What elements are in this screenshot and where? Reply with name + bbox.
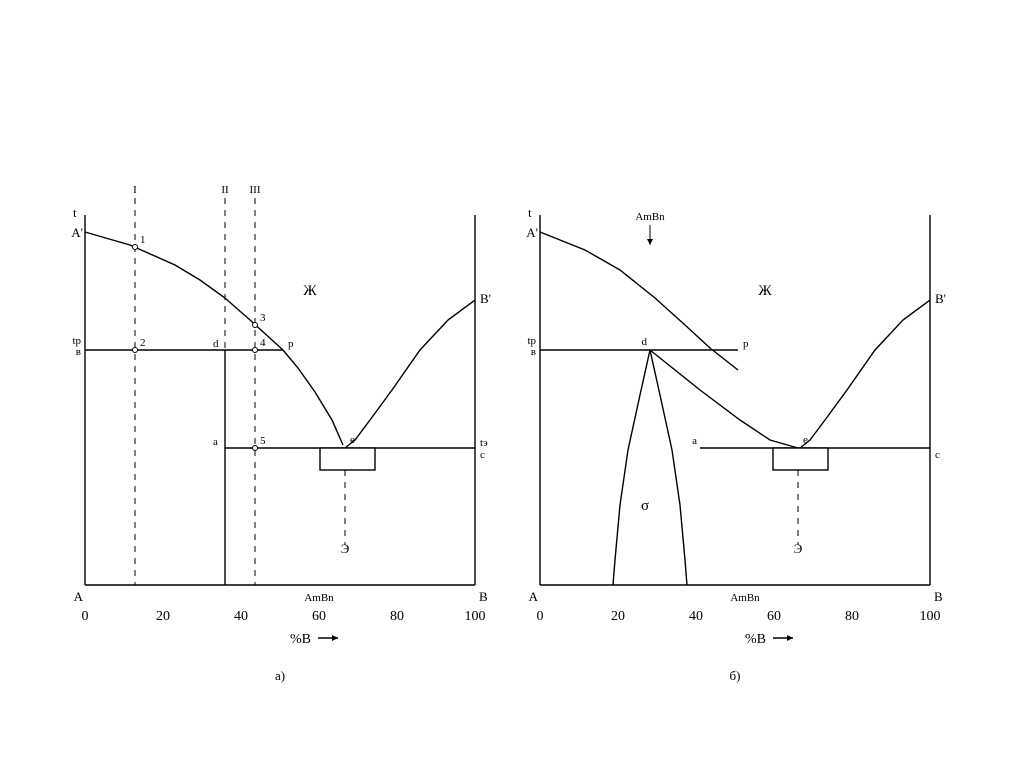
liquidus-right: [345, 300, 475, 448]
sub-caption: б): [730, 668, 741, 683]
e-point: e: [803, 434, 808, 446]
x-axis-label: %В: [290, 632, 311, 647]
y-axis-top: t: [528, 205, 532, 220]
xtick-label: 100: [465, 609, 486, 624]
liquidus-right: [800, 300, 930, 448]
compound-label: AmBn: [304, 592, 334, 604]
b-prime: B': [480, 291, 491, 306]
xtick-label: 0: [82, 609, 89, 624]
v-label: в: [531, 346, 536, 358]
point-label: 3: [260, 312, 266, 324]
y-axis-top: t: [73, 205, 77, 220]
point-label: 5: [260, 435, 266, 447]
a-prime: A': [71, 225, 83, 240]
point-marker: [133, 245, 138, 250]
c-label: c: [480, 449, 485, 461]
point-marker: [253, 323, 258, 328]
corner-b: B: [479, 589, 488, 604]
sigma-label: σ: [641, 498, 649, 514]
te-label: tэ: [480, 437, 488, 449]
x-axis-label: %В: [745, 632, 766, 647]
xtick-label: 40: [689, 609, 703, 624]
point-label: 2: [140, 337, 146, 349]
liquidus-mid: [650, 350, 798, 448]
point-marker: [133, 348, 138, 353]
x-arrow-head: [332, 635, 338, 641]
corner-b: B: [934, 589, 943, 604]
xtick-label: 100: [920, 609, 941, 624]
compound-top: AmBn: [635, 211, 665, 223]
sub-caption: а): [275, 668, 285, 683]
compound-arrow-head: [647, 239, 653, 245]
a-label: a: [213, 436, 218, 448]
xtick-label: 60: [767, 609, 781, 624]
xtick-label: 80: [845, 609, 859, 624]
eutectic-box: [320, 448, 375, 470]
x-arrow-head: [787, 635, 793, 641]
d-label: d: [213, 338, 219, 350]
xtick-label: 40: [234, 609, 248, 624]
xtick-label: 60: [312, 609, 326, 624]
corner-a: A: [74, 589, 84, 604]
eutectic-box: [773, 448, 828, 470]
e-point: e: [350, 434, 355, 446]
sigma-right: [650, 350, 687, 585]
d-label: d: [642, 336, 648, 348]
region-liquid: Ж: [303, 283, 317, 299]
point-marker: [253, 348, 258, 353]
a-prime: A': [526, 225, 538, 240]
dash-label: I: [133, 184, 137, 196]
dash-label: III: [250, 184, 261, 196]
point-label: 4: [260, 337, 266, 349]
b-prime: B': [935, 291, 946, 306]
compound-label: AmBn: [730, 592, 760, 604]
xtick-label: 0: [537, 609, 544, 624]
c-label: c: [935, 449, 940, 461]
xtick-label: 80: [390, 609, 404, 624]
point-marker: [253, 446, 258, 451]
a-label: a: [692, 435, 697, 447]
p-point: p: [743, 338, 749, 350]
xtick-label: 20: [156, 609, 170, 624]
corner-a: A: [529, 589, 539, 604]
region-eutectic: Э: [341, 541, 350, 556]
xtick-label: 20: [611, 609, 625, 624]
region-liquid: Ж: [758, 283, 772, 299]
sigma-left: [613, 350, 650, 585]
region-eutectic: Э: [794, 541, 803, 556]
v-label: в: [76, 346, 81, 358]
dash-label: II: [221, 184, 229, 196]
p-point: p: [288, 338, 294, 350]
liquidus-left: [85, 232, 283, 350]
liquidus-mid: [283, 350, 343, 445]
point-label: 1: [140, 234, 146, 246]
